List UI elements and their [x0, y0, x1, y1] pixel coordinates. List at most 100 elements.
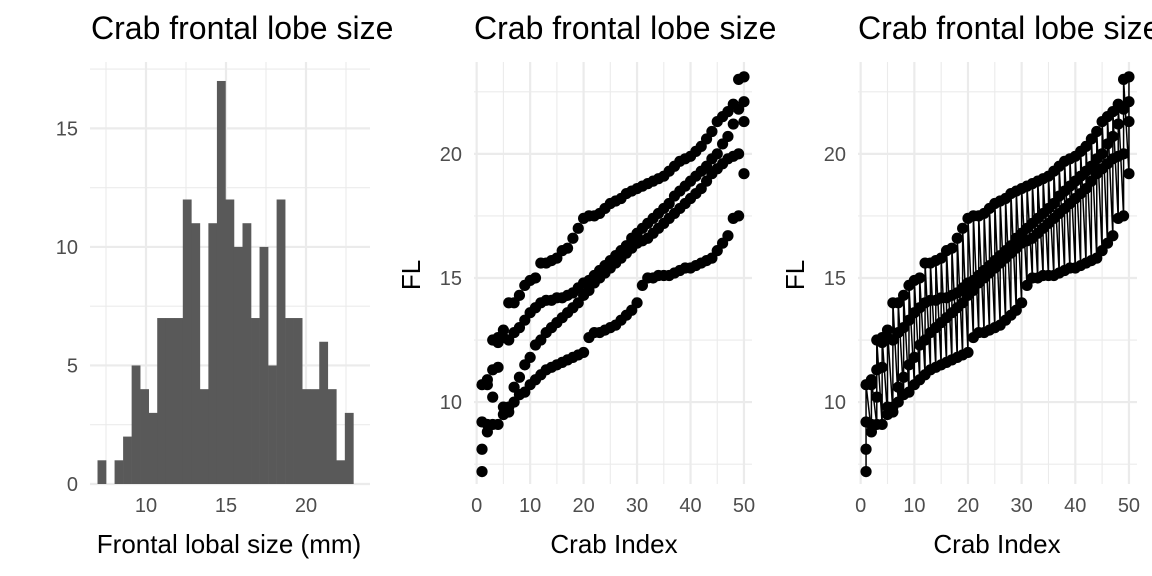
histogram-y-tick-label: 0 — [67, 474, 78, 496]
scatter-point — [733, 210, 745, 222]
scatter-y-tick-label: 20 — [440, 144, 462, 166]
scatter-point — [529, 272, 542, 284]
scatter-point — [476, 443, 488, 455]
scatter-x-tick-label: 30 — [626, 495, 648, 517]
scatter-point — [503, 406, 515, 418]
scatter-point — [722, 130, 734, 143]
connected-scatter-point — [1123, 115, 1135, 128]
histogram-bar — [336, 460, 346, 484]
histogram-bar — [251, 318, 260, 484]
scatter-x-tick-label: 0 — [471, 495, 482, 517]
histogram-bar — [285, 318, 294, 484]
connected-scatter-point — [1123, 96, 1135, 108]
histogram-bar — [293, 318, 303, 484]
connected-scatter-x-tick-label: 30 — [1011, 495, 1033, 517]
scatter-y-tick-label: 15 — [440, 268, 462, 290]
histogram-bar — [268, 365, 277, 484]
connected-scatter-point — [914, 272, 926, 284]
connected-scatter-point — [946, 242, 958, 254]
connected-scatter-y-tick-label: 20 — [824, 144, 846, 166]
scatter-point — [738, 96, 750, 108]
histogram-y-tick-label: 15 — [56, 118, 78, 140]
scatter-point — [481, 374, 493, 386]
scatter-point — [577, 346, 590, 359]
scatter-point — [711, 148, 723, 160]
histogram-panel: Crab frontal lobe size Frontal lobal siz… — [56, 10, 394, 559]
scatter-point — [513, 289, 526, 301]
histogram-bar — [165, 318, 175, 484]
histogram-bar — [114, 460, 124, 484]
scatter-point — [722, 230, 734, 242]
histogram-bar — [276, 199, 286, 484]
connected-scatter-panel: Crab frontal lobe size Crab Index FL 0 10… — [780, 10, 1152, 559]
scatter-point — [572, 222, 584, 234]
histogram-bar — [344, 412, 354, 484]
connected-scatter-x-tick-label: 10 — [903, 495, 925, 517]
connected-scatter-point — [865, 374, 878, 386]
connected-scatter-point — [1117, 148, 1130, 160]
histogram-bar — [191, 223, 201, 484]
scatter-point — [733, 148, 745, 160]
histogram-bar — [302, 389, 312, 484]
connected-scatter-x-tick-label: 50 — [1118, 495, 1140, 517]
histogram-bar — [233, 246, 243, 484]
scatter-point — [476, 416, 488, 428]
scatter-point — [476, 465, 488, 478]
connected-scatter-point — [962, 346, 974, 359]
scatter-point — [524, 351, 536, 363]
histogram-bar — [148, 412, 158, 484]
histogram-bar — [242, 223, 252, 484]
scatter-point — [513, 371, 526, 383]
scatter-point — [738, 115, 750, 128]
connected-scatter-point — [1123, 168, 1135, 180]
scatter-point — [727, 98, 739, 110]
histogram-bar — [216, 80, 226, 484]
histogram-bar — [225, 199, 235, 484]
connected-scatter-title: Crab frontal lobe size — [858, 10, 1152, 46]
connected-scatter-x-tick-label: 0 — [855, 495, 866, 517]
scatter-x-tick-label: 50 — [733, 495, 755, 517]
scatter-point — [492, 418, 504, 431]
histogram-title: Crab frontal lobe size — [91, 10, 393, 46]
connected-scatter-point — [871, 391, 883, 403]
scatter-point — [567, 232, 579, 244]
histogram-x-tick-label: 20 — [295, 495, 317, 517]
scatter-point — [738, 71, 750, 83]
connected-scatter-x-tick-label: 40 — [1064, 495, 1086, 517]
connected-scatter-point — [898, 289, 910, 301]
connected-scatter-point — [1107, 230, 1119, 242]
scatter-point — [631, 297, 643, 309]
histogram-bar — [259, 246, 269, 484]
scatter-point — [487, 364, 499, 376]
connected-scatter-point — [881, 324, 894, 336]
scatter-panel: Crab frontal lobe size Crab Index FL 0 10… — [396, 10, 776, 559]
histogram-x-tick-label: 10 — [135, 495, 157, 517]
scatter-point — [727, 118, 739, 130]
histogram-bar — [208, 223, 218, 484]
histogram-x-axis-title: Frontal lobal size (mm) — [97, 529, 361, 559]
connected-scatter-point — [1107, 130, 1119, 143]
connected-scatter-point — [908, 351, 920, 363]
connected-scatter-point — [1112, 118, 1124, 130]
scatter-x-tick-label: 10 — [519, 495, 541, 517]
connected-scatter-x-tick-label: 20 — [957, 495, 979, 517]
connected-scatter-point — [876, 418, 888, 431]
scatter-y-axis-title: FL — [396, 260, 426, 290]
scatter-point — [487, 391, 499, 403]
connected-scatter-y-tick-label: 15 — [824, 268, 846, 290]
histogram-bar — [199, 389, 209, 484]
histogram-y-tick-label: 10 — [56, 237, 78, 259]
scatter-y-tick-label: 10 — [440, 392, 462, 414]
histogram-bar — [97, 460, 107, 484]
connected-scatter-point — [860, 465, 872, 478]
connected-scatter-point — [1016, 297, 1028, 309]
connected-scatter-point — [860, 443, 872, 455]
scatter-point — [497, 324, 510, 336]
histogram-bar — [327, 389, 337, 484]
scatter-point — [706, 125, 718, 138]
connected-scatter-point — [1117, 210, 1130, 222]
scatter-point — [738, 168, 750, 180]
histogram-x-tick-label: 15 — [215, 495, 237, 517]
histogram-bar — [174, 318, 184, 484]
